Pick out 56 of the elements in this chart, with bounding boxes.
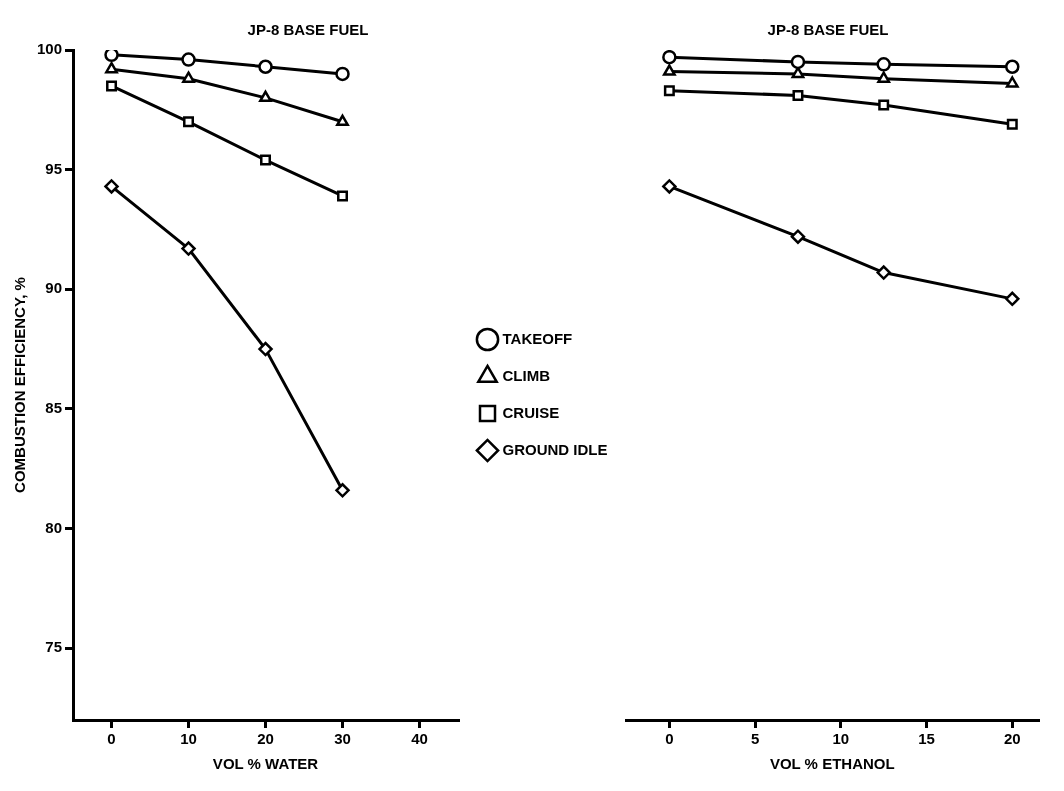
point xyxy=(876,265,891,280)
chart-title: JP-8 BASE FUEL xyxy=(247,21,369,39)
legend-label: CLIMB xyxy=(502,366,551,384)
y-tick-label: 100 xyxy=(37,40,63,58)
y-axis-title: COMBUSTION EFFICIENCY, % xyxy=(11,277,29,493)
x-tick-label: 15 xyxy=(918,730,935,748)
y-tick-label: 75 xyxy=(45,638,63,656)
y-tick-label: 80 xyxy=(45,518,63,536)
x-tick-label: 0 xyxy=(665,730,674,748)
legend-label: GROUND IDLE xyxy=(502,440,608,458)
point xyxy=(877,71,891,83)
point xyxy=(104,179,119,194)
point xyxy=(182,71,195,83)
point xyxy=(878,99,890,111)
legend-label: CRUISE xyxy=(502,403,560,421)
point xyxy=(1005,59,1020,74)
point xyxy=(336,114,349,127)
x-tick-label: 30 xyxy=(334,730,351,748)
x-tick-label: 20 xyxy=(257,730,274,748)
point xyxy=(790,54,806,70)
point xyxy=(337,190,348,202)
point xyxy=(106,80,118,92)
x-tick-label: 10 xyxy=(832,730,850,748)
x-tick-label: 20 xyxy=(1003,730,1021,748)
point xyxy=(662,179,677,194)
y-tick-label: 90 xyxy=(45,279,63,297)
x-tick-label: 10 xyxy=(180,730,197,748)
y-tick-label: 95 xyxy=(45,159,63,177)
point xyxy=(662,64,676,76)
x-axis-title: VOL % ETHANOL xyxy=(769,755,895,773)
point xyxy=(662,50,677,65)
point xyxy=(792,89,804,101)
point xyxy=(876,57,891,72)
x-tick-label: 0 xyxy=(107,730,116,748)
x-axis-title: VOL % WATER xyxy=(212,755,319,773)
y-tick-label: 85 xyxy=(45,399,63,417)
point xyxy=(259,90,272,103)
point xyxy=(1005,291,1020,307)
point xyxy=(183,116,195,128)
point xyxy=(181,52,196,67)
point xyxy=(1006,118,1018,130)
point xyxy=(260,154,272,166)
point xyxy=(105,61,118,74)
point xyxy=(258,59,273,74)
legend-label: TAKEOFF xyxy=(502,329,573,347)
point xyxy=(1005,76,1019,88)
point xyxy=(335,483,350,498)
point xyxy=(790,229,806,244)
chart-title: JP-8 BASE FUEL xyxy=(767,21,889,39)
point xyxy=(791,66,805,79)
x-tick-label: 5 xyxy=(750,730,760,748)
point xyxy=(181,241,196,256)
point xyxy=(258,341,273,357)
point xyxy=(663,85,675,97)
point xyxy=(335,66,350,82)
x-tick-label: 40 xyxy=(411,730,428,748)
